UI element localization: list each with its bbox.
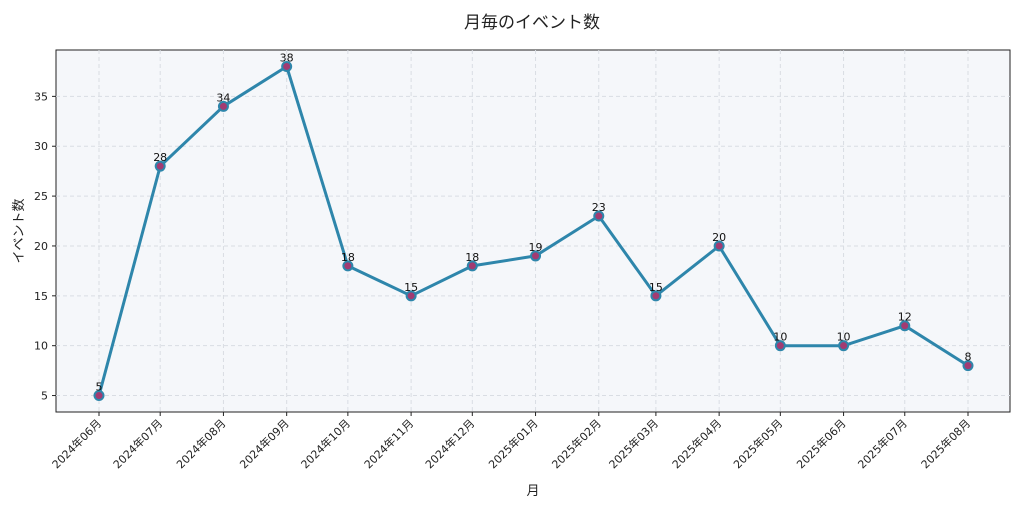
x-tick-label: 2025年07月	[855, 416, 910, 471]
data-point	[962, 360, 974, 372]
data-point	[530, 250, 542, 262]
data-point	[154, 160, 166, 172]
y-axis-label: イベント数	[12, 198, 27, 263]
y-tick-label: 25	[34, 190, 48, 203]
data-label: 18	[341, 251, 355, 264]
y-axis-ticks: 5 10 15 20 25 30 35	[34, 90, 56, 403]
x-tick-label: 2025年06月	[794, 416, 849, 471]
data-point	[838, 340, 850, 352]
x-axis-ticks: 2024年06月 2024年07月 2024年08月 2024年09月 2024年10月…	[49, 412, 973, 471]
x-tick-label: 2024年07月	[110, 416, 165, 471]
y-tick-label: 15	[34, 290, 48, 303]
x-tick-label: 2025年04月	[669, 416, 724, 471]
y-tick-label: 20	[34, 240, 48, 253]
data-label: 8	[965, 351, 972, 364]
x-tick-label: 2024年11月	[361, 416, 416, 471]
chart-title: 月毎のイベント数	[464, 13, 600, 33]
data-point	[93, 390, 105, 402]
x-tick-label: 2024年09月	[237, 416, 292, 471]
x-tick-label: 2024年12月	[422, 416, 477, 471]
data-point	[713, 240, 725, 252]
x-tick-label: 2024年10月	[298, 416, 353, 471]
data-point	[774, 340, 786, 352]
x-tick-label: 2024年08月	[173, 416, 228, 471]
x-tick-label: 2024年06月	[49, 416, 104, 471]
data-label: 23	[592, 201, 606, 214]
y-tick-label: 30	[34, 140, 48, 153]
data-point	[217, 100, 229, 112]
x-tick-label: 2025年08月	[918, 416, 973, 471]
data-point	[650, 290, 662, 302]
x-tick-label: 2025年01月	[486, 416, 541, 471]
data-label: 34	[216, 91, 230, 104]
data-label: 10	[837, 331, 851, 344]
plot-area	[55, 49, 1011, 413]
data-labels: 5 28 34 38 18 15 18 19 23 15 20 10 10 12 8	[96, 51, 972, 393]
data-label: 28	[153, 151, 167, 164]
y-tick-label: 35	[34, 90, 48, 103]
data-label: 5	[96, 381, 103, 394]
x-axis-label: 月	[526, 484, 539, 499]
data-point	[593, 210, 605, 222]
series-markers	[93, 60, 974, 402]
y-tick-label: 5	[41, 390, 48, 403]
data-label: 19	[529, 241, 543, 254]
data-point	[899, 320, 911, 332]
x-tick-label: 2025年03月	[606, 416, 661, 471]
x-tick-label: 2025年02月	[549, 416, 604, 471]
data-label: 12	[898, 311, 912, 324]
grid-lines	[56, 50, 1010, 412]
data-point	[281, 60, 293, 72]
data-label: 15	[404, 281, 418, 294]
data-label: 38	[280, 51, 294, 64]
data-label: 18	[465, 251, 479, 264]
data-label: 15	[649, 281, 663, 294]
y-tick-label: 10	[34, 340, 48, 353]
data-point	[405, 290, 417, 302]
data-point	[342, 260, 354, 272]
x-tick-label: 2025年05月	[730, 416, 785, 471]
data-label: 10	[773, 331, 787, 344]
data-label: 20	[712, 231, 726, 244]
data-point	[466, 260, 478, 272]
